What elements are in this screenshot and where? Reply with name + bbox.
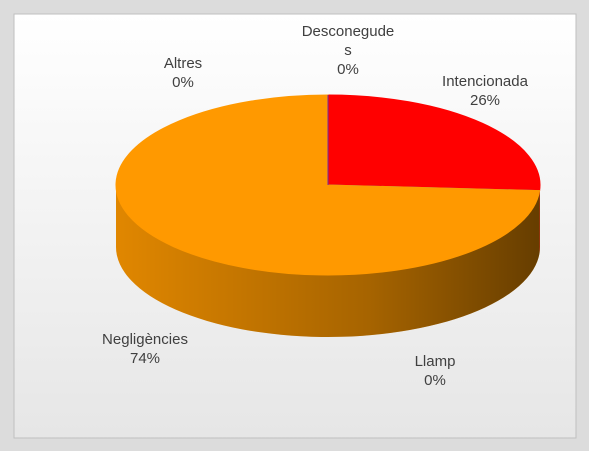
label-value: 0% <box>172 74 194 91</box>
data-label: Desconegudes 0% <box>300 22 396 79</box>
label-name: Desconegudes <box>301 23 395 59</box>
label-value: 0% <box>424 372 446 389</box>
slice <box>327 94 541 192</box>
label-name: Negligències <box>102 331 188 348</box>
data-label: Altres 0% <box>164 54 202 92</box>
label-name: Intencionada <box>442 73 528 90</box>
label-name: Llamp <box>414 353 456 370</box>
side-shade <box>116 185 540 337</box>
data-label: Negligències 74% <box>102 330 188 368</box>
label-value: 26% <box>469 92 501 109</box>
data-label: Intencionada 26% <box>442 72 528 110</box>
label-value: 0% <box>337 61 359 78</box>
label-value: 74% <box>129 350 161 367</box>
label-name: Altres <box>163 55 203 72</box>
data-label: Llamp 0% <box>415 352 456 390</box>
